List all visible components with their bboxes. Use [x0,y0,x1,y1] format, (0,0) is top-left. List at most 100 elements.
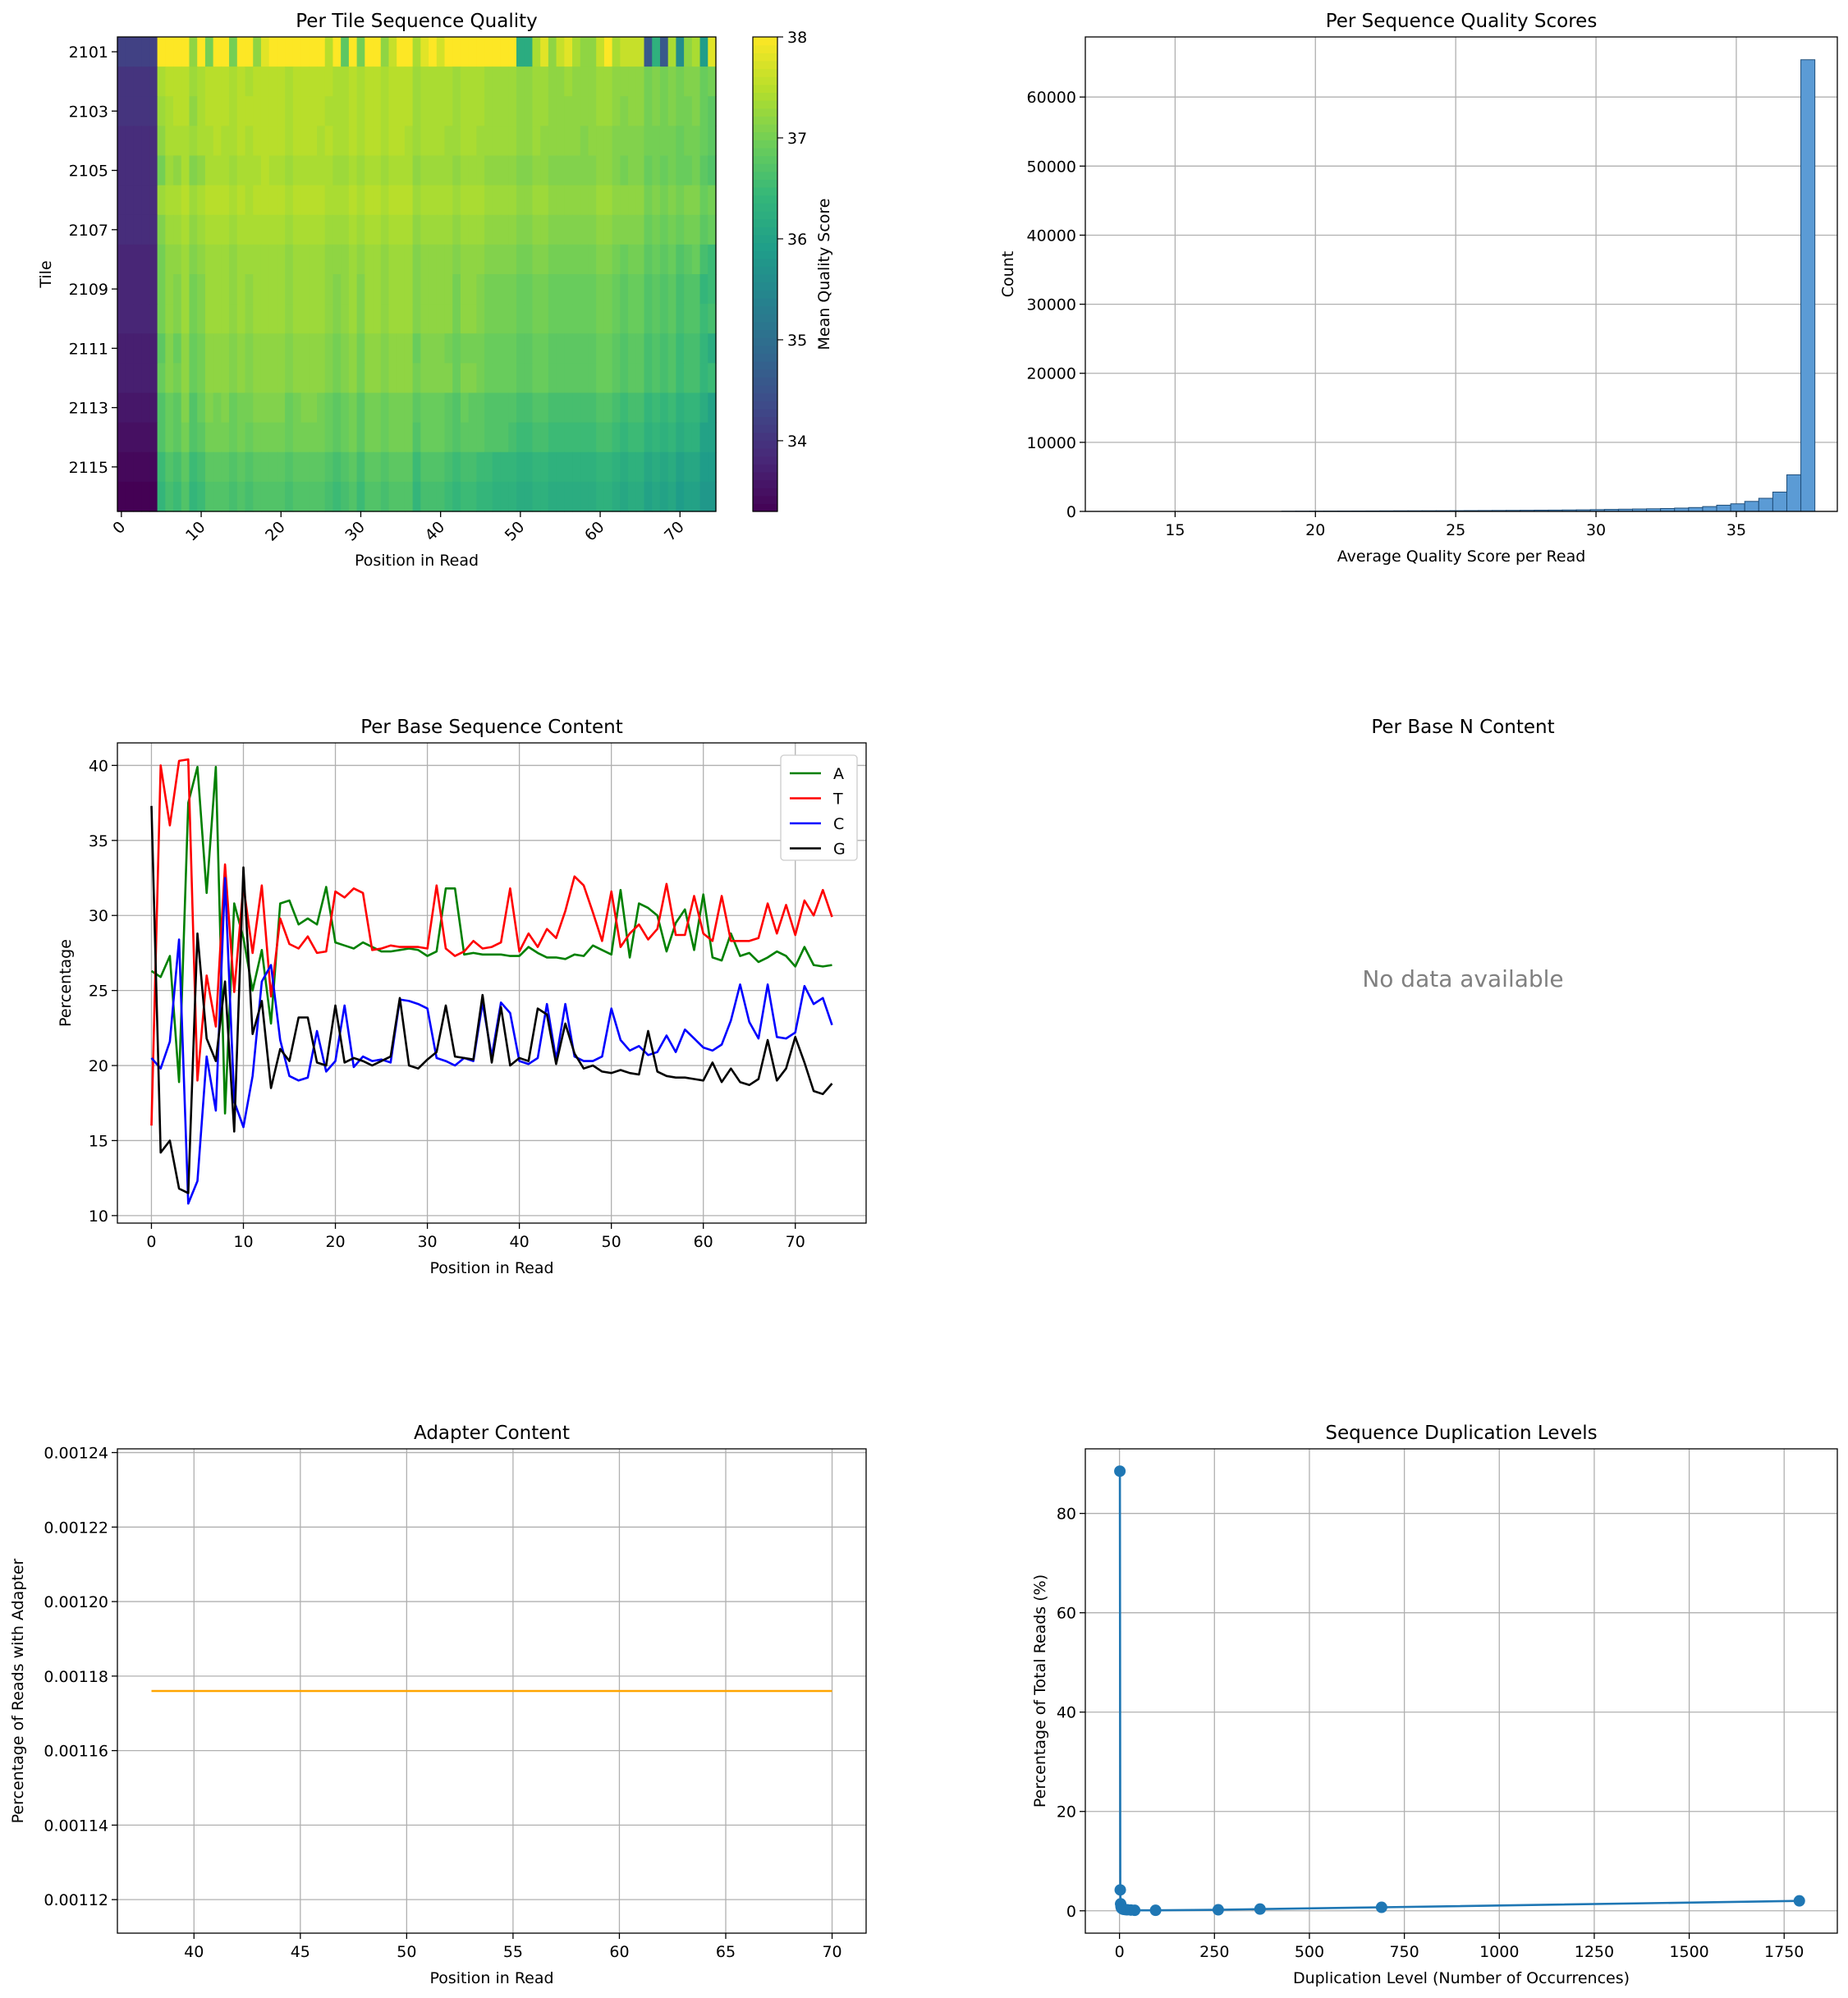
heatmap-cell [317,214,326,245]
chart-title: Adapter Content [414,1423,570,1444]
heatmap-cell [125,451,135,483]
heatmap-cell [635,126,645,157]
heatmap-cell [484,37,493,67]
heatmap-cell [181,274,190,305]
y-axis-label: Percentage of Total Reads (%) [1031,1574,1049,1808]
heatmap-cell [404,155,414,186]
heatmap-cell [268,274,277,305]
heatmap-cell [309,244,318,275]
x-tick-label: 45 [291,1943,310,1961]
heatmap-cell [189,155,198,186]
per-sequence-quality-chart: 15 20 25 30 35 0 10000 20000 30000 40000 50000 6000… [999,11,1838,566]
heatmap-cell [125,422,135,453]
heatmap-cell [133,126,142,157]
heatmap-cell [492,481,502,512]
heatmap-cell [189,451,198,483]
heatmap-cell [676,244,685,275]
heatmap-cell [341,185,350,216]
heatmap-cell [468,96,477,126]
heatmap-cell [309,481,318,512]
heatmap-cell [373,155,382,186]
heatmap-cell [356,126,365,157]
x-tick-label: 0 [1115,1943,1125,1961]
heatmap-cell [229,214,238,245]
heatmap-cell [317,66,326,97]
heatmap-cell [444,422,453,453]
heatmap-cell [603,66,613,97]
heatmap-cell [285,96,294,126]
plot-frame [117,742,867,1224]
colorbar-segment [753,108,777,117]
colorbar-segment [753,353,777,362]
heatmap-cell [556,333,565,364]
heatmap-cell [596,244,605,275]
heatmap-cell [300,126,310,157]
heatmap-cell [317,451,326,483]
heatmap-cell [125,244,135,275]
heatmap-cell [397,392,406,424]
heatmap-cell [635,66,645,97]
heatmap-cell [684,451,693,483]
heatmap-cell [213,274,222,305]
heatmap-cell [429,481,438,512]
x-tick-label: 30 [417,1233,437,1251]
heatmap-cell [133,244,142,275]
heatmap-cell [412,126,421,157]
heatmap-cell [508,392,517,424]
heatmap-cell [667,214,676,245]
heatmap-cell [564,185,573,216]
heatmap-cell [588,481,597,512]
heatmap-cell [603,392,613,424]
heatmap-cell [596,451,605,483]
heatmap-cell [165,363,174,394]
x-tick-label: 65 [716,1943,736,1961]
heatmap-cell [508,244,517,275]
heatmap-cell [580,214,589,245]
heatmap-cell [572,185,581,216]
colorbar-segment [753,68,777,77]
heatmap-cell [691,244,701,275]
heatmap-cell [221,333,230,364]
x-tick-label: 70 [822,1943,841,1961]
y-tick-label: 35 [89,832,108,850]
heatmap-cell [404,333,414,364]
heatmap-cell [620,155,629,186]
heatmap-cell [516,422,525,453]
heatmap-cell [628,481,637,512]
heatmap-cell [612,333,621,364]
colorbar-segment [753,123,777,133]
heatmap-cell [532,481,541,512]
heatmap-cell [404,96,414,126]
heatmap-cell [260,274,270,305]
x-tick-label: 50 [397,1943,416,1961]
heatmap-cell [540,37,549,67]
heatmap-cell [341,422,350,453]
heatmap-cell [628,363,637,394]
heatmap-cell [500,363,509,394]
heatmap-cell [277,363,286,394]
heatmap-cell [524,451,534,483]
heatmap-cell [628,451,637,483]
heatmap-cell [356,244,365,275]
heatmap-cell [532,185,541,216]
heatmap-cell [620,422,629,453]
heatmap-cell [173,155,182,186]
heatmap-cell [397,66,406,97]
heatmap-cell [476,96,485,126]
heatmap-cell [699,214,708,245]
heatmap-cell [165,66,174,97]
heatmap-cell [436,126,446,157]
heatmap-cell [388,96,397,126]
heatmap-cell [229,66,238,97]
heatmap-cell [620,451,629,483]
heatmap-cell [253,363,262,394]
heatmap-cell [245,481,254,512]
heatmap-cell [556,363,565,394]
x-tick-label: 1750 [1764,1943,1804,1961]
heatmap-cell [436,185,446,216]
x-tick-label: 1000 [1479,1943,1519,1961]
colorbar-segment [753,218,777,227]
heatmap-cell [380,304,390,334]
heatmap-cell [556,155,565,186]
heatmap-cell [699,392,708,424]
